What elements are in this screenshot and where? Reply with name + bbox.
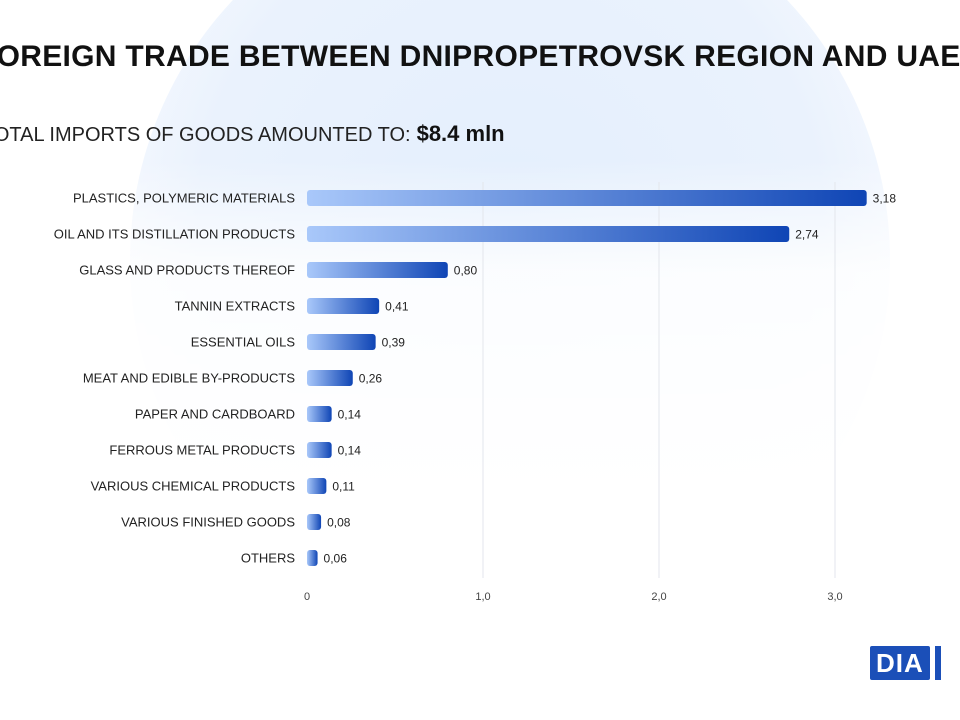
bar (307, 478, 327, 494)
x-tick-label: 0 (304, 591, 310, 603)
value-label: 0,26 (359, 372, 383, 386)
logo-mark (934, 646, 941, 680)
value-label: 0,39 (382, 336, 406, 350)
x-tick-label: 3,0 (827, 591, 842, 603)
value-label: 0,08 (327, 516, 351, 530)
value-label: 0,11 (332, 480, 355, 494)
category-label: MEAT AND EDIBLE BY-PRODUCTS (83, 371, 295, 386)
bar (307, 370, 353, 386)
bar (307, 190, 867, 206)
value-label: 0,06 (324, 552, 348, 566)
category-label: VARIOUS FINISHED GOODS (121, 515, 295, 530)
category-label: OTHERS (241, 551, 296, 566)
category-label: VARIOUS CHEMICAL PRODUCTS (91, 479, 296, 494)
category-label: PAPER AND CARDBOARD (135, 407, 295, 422)
subtitle: TOTAL IMPORTS OF GOODS AMOUNTED TO: $8.4 … (0, 121, 505, 147)
background-fade (0, 160, 960, 720)
category-label: FERROUS METAL PRODUCTS (109, 443, 295, 458)
value-label: 0,14 (338, 408, 362, 422)
page-title: FOREIGN TRADE BETWEEN DNIPROPETROVSK REG… (0, 40, 960, 73)
x-tick-label: 1,0 (475, 591, 490, 603)
bar (307, 298, 380, 314)
bar (307, 514, 322, 530)
bar (307, 262, 448, 278)
value-label: 0,14 (338, 444, 362, 458)
category-label: GLASS AND PRODUCTS THEREOF (79, 263, 295, 278)
dia-logo: DIA (870, 646, 941, 680)
category-label: PLASTICS, POLYMERIC MATERIALS (73, 191, 295, 206)
total-imports-value: $8.4 mln (416, 121, 505, 146)
bar (307, 226, 790, 242)
value-label: 0,41 (385, 300, 409, 314)
bar (307, 334, 376, 350)
value-label: 2,74 (795, 228, 819, 242)
x-tick-label: 2,0 (651, 591, 666, 603)
subtitle-prefix: TOTAL IMPORTS OF GOODS AMOUNTED TO: (0, 124, 411, 146)
logo-text: DIA (870, 646, 930, 680)
category-label: ESSENTIAL OILS (191, 335, 296, 350)
value-label: 0,80 (454, 264, 478, 278)
category-label: TANNIN EXTRACTS (175, 299, 296, 314)
bar (307, 442, 332, 458)
category-label: OIL AND ITS DISTILLATION PRODUCTS (54, 227, 296, 242)
bar (307, 406, 332, 422)
value-label: 3,18 (873, 192, 897, 206)
bar (307, 550, 318, 566)
